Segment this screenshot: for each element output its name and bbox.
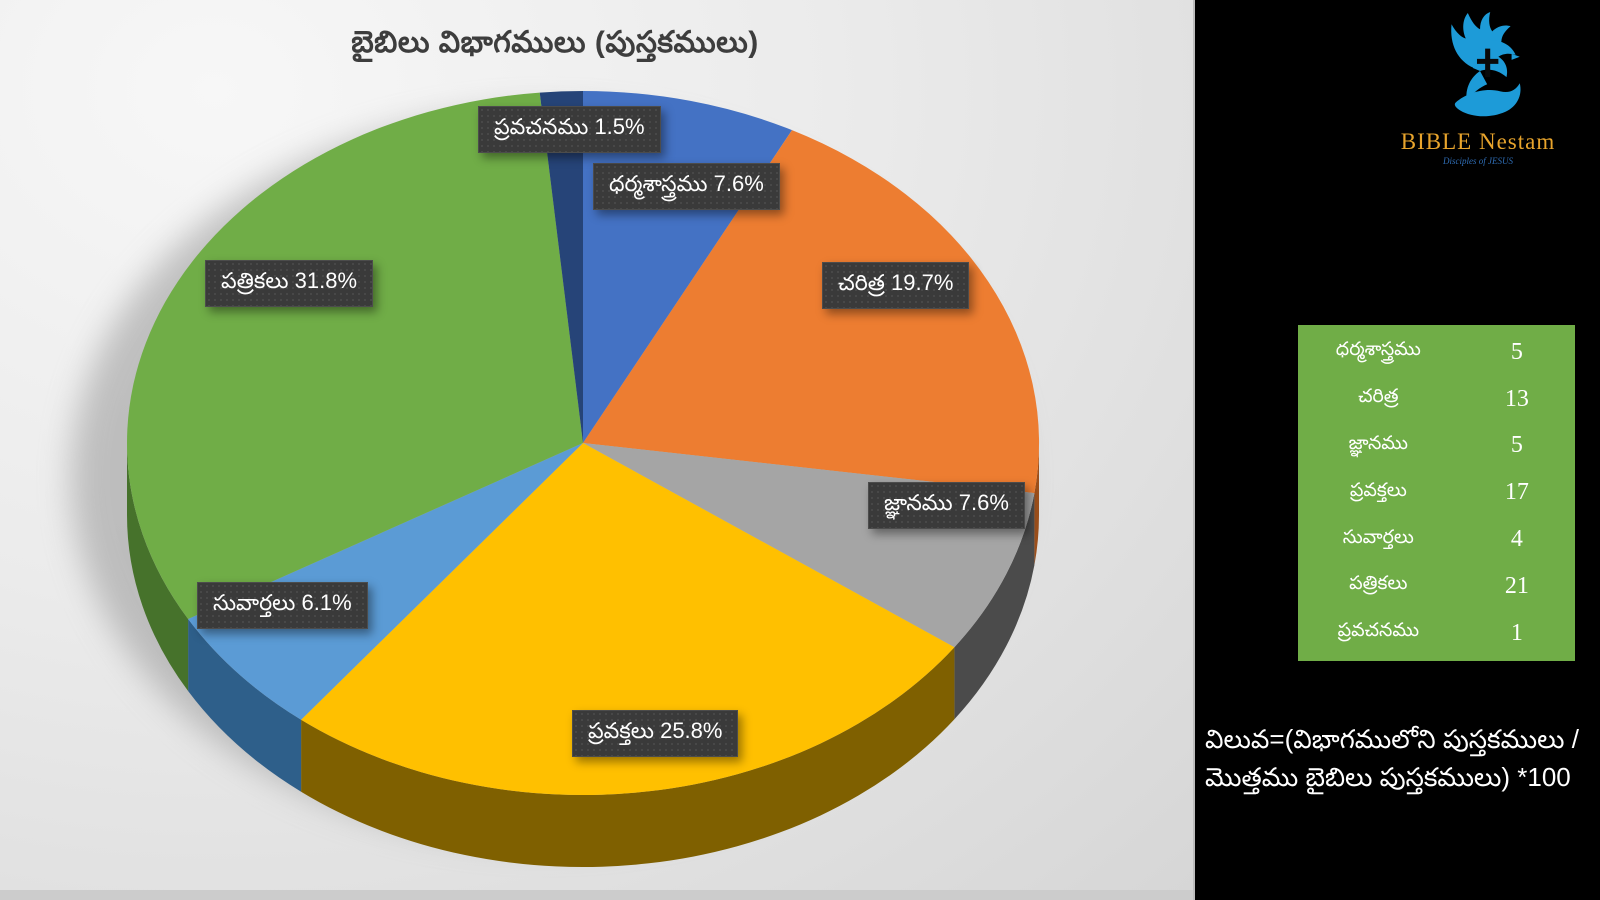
stats-row-name: ప్రవక్తలు xyxy=(1349,479,1407,501)
stats-row-value: 5 xyxy=(1510,338,1523,365)
pie-slice-3[interactable] xyxy=(301,443,955,796)
brand-tagline: Disciples of JESUS xyxy=(1443,156,1513,166)
chart-panel: బైబిలు విభాగములు (పుస్తకములు) ధర్మశాస్త్… xyxy=(0,0,1195,900)
stats-row-name: ధర్మశాస్త్రము xyxy=(1335,339,1421,361)
logo: BIBLE Nestam Disciples of JESUS xyxy=(1353,12,1600,166)
pie-slice-side-5 xyxy=(127,443,189,691)
stats-row-value: 5 xyxy=(1510,432,1523,459)
pie-slice-4[interactable] xyxy=(188,443,583,720)
stats-row-name: ప్రవచనము xyxy=(1337,620,1420,642)
stats-row-value: 4 xyxy=(1510,526,1523,553)
pie-data-label-4: సువార్తలు 6.1% xyxy=(197,582,368,629)
pie-data-label-6: ప్రవచనము 1.5% xyxy=(478,106,661,153)
pie-slice-6[interactable] xyxy=(539,91,583,443)
formula-line-2: మొత్తము బైబిలు పుస్తకములు) *100 xyxy=(1205,762,1571,792)
pie-slice-side-2 xyxy=(954,493,1035,720)
brand-name: BIBLE Nestam xyxy=(1400,129,1556,154)
pie-chart-3d xyxy=(71,90,1040,868)
stats-row-name: జ్ఞానము xyxy=(1348,432,1408,454)
stats-row-3: ప్రవక్తలు 17 xyxy=(1298,469,1575,516)
stats-row-5: పత్రికలు 21 xyxy=(1298,563,1575,610)
pie-data-label-1: చరిత్ర 19.7% xyxy=(822,262,970,309)
stats-table: ధర్మశాస్త్రము 5 చరిత్ర 13 జ్ఞానము 5 ప్రవక్తలు 1… xyxy=(1298,325,1575,661)
pie-slice-side-1 xyxy=(1034,443,1040,566)
formula-text: విలువ=(విభాగములోని పుస్తకములు / మొత్తము … xyxy=(1205,720,1597,796)
pie-slice-5[interactable] xyxy=(127,92,583,620)
stats-row-value: 1 xyxy=(1510,619,1523,646)
pie-data-label-3: ప్రవక్తలు 25.8% xyxy=(572,710,739,757)
stats-row-name: పత్రికలు xyxy=(1349,573,1408,595)
pie-data-label-0: ధర్మశాస్త్రము 7.6% xyxy=(593,163,780,210)
stats-row-name: సువార్తలు xyxy=(1342,526,1414,548)
dove-cross-logo-icon xyxy=(1451,12,1521,117)
stats-row-1: చరిత్ర 13 xyxy=(1298,376,1575,423)
stats-row-4: సువార్తలు 4 xyxy=(1298,516,1575,563)
formula-line-1: విలువ=(విభాగములోని పుస్తకములు / xyxy=(1205,724,1579,754)
stats-row-2: జ్ఞానము 5 xyxy=(1298,423,1575,470)
chart-title: బైబిలు విభాగములు (పుస్తకములు) xyxy=(351,26,759,59)
stats-row-value: 13 xyxy=(1504,385,1529,412)
pie-slice-side-4 xyxy=(188,619,302,792)
sidebar: BIBLE Nestam Disciples of JESUS ధర్మశాస్… xyxy=(1195,0,1600,900)
pie-data-label-2: జ్ఞానము 7.6% xyxy=(868,482,1025,529)
pie-slice-side-3 xyxy=(301,647,955,868)
pie-slice-1[interactable] xyxy=(583,130,1040,494)
stats-row-0: ధర్మశాస్త్రము 5 xyxy=(1298,329,1575,376)
stats-row-value: 21 xyxy=(1504,572,1529,599)
stats-row-value: 17 xyxy=(1504,479,1529,506)
pie-data-label-5: పత్రికలు 31.8% xyxy=(205,260,374,307)
stats-row-6: ప్రవచనము 1 xyxy=(1298,610,1575,657)
stats-row-name: చరిత్ర xyxy=(1358,386,1399,408)
